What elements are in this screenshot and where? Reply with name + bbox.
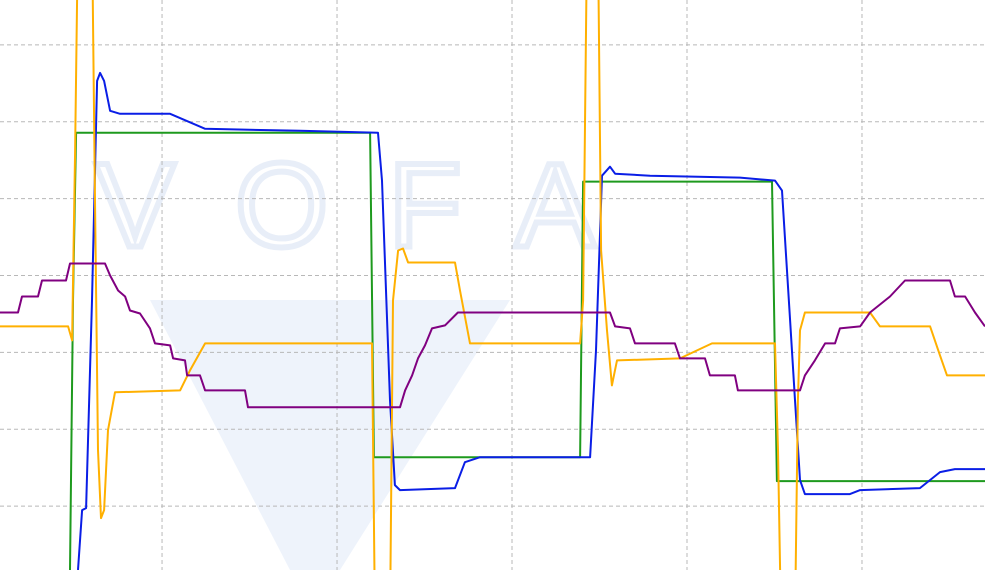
series-line bbox=[0, 262, 985, 409]
watermark: VOFA bbox=[95, 139, 655, 273]
watermark-logo bbox=[150, 300, 510, 570]
series-line bbox=[77, 71, 985, 570]
